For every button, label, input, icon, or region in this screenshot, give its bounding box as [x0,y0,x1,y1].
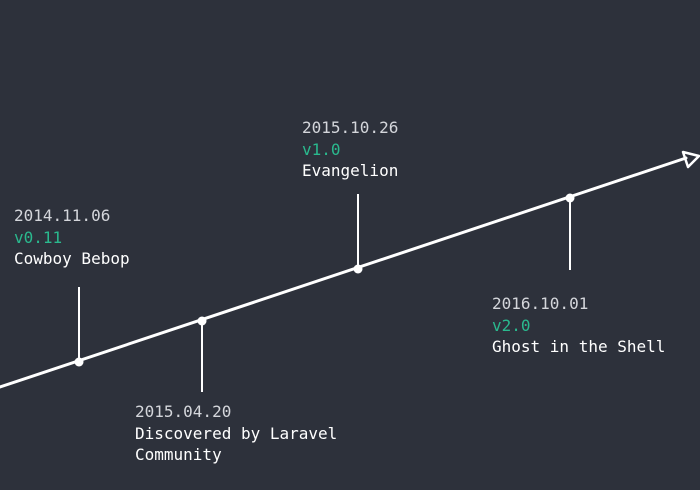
event-label-1: 2014.11.06 v0.11 Cowboy Bebop [14,205,130,270]
event-marker-4 [565,193,575,203]
event-date: 2016.10.01 [492,294,589,313]
event-name: Evangelion [302,161,399,180]
timeline-arrow-icon [681,150,700,169]
event-version: v0.11 [14,227,63,247]
event-label-4: 2016.10.01 v2.0 Ghost in the Shell [492,293,665,358]
event-date: 2014.11.06 [14,206,111,225]
event-name: Cowboy Bebop [14,249,130,268]
event-label-3: 2015.10.26 v1.0 Evangelion [302,117,398,182]
event-date: 2015.04.20 [135,402,232,421]
event-name: Community [135,445,222,464]
event-marker-2 [197,316,207,326]
event-name: Ghost in the Shell [492,337,666,356]
event-label-2: 2015.04.20 Discovered by Laravel Communi… [135,401,337,466]
event-version: v2.0 [492,315,531,335]
event-version: v1.0 [302,139,341,159]
event-marker-3 [353,264,363,274]
event-marker-1 [74,357,84,367]
event-date: 2015.10.26 [302,118,399,137]
event-name: Discovered by Laravel [135,423,338,443]
